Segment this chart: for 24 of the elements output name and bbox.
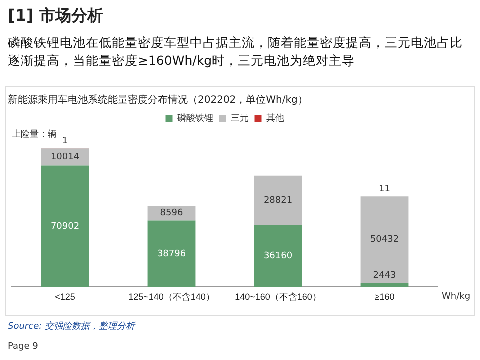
source-note: Source: 交强险数据，整理分析	[8, 320, 136, 333]
legend-label: 其他	[266, 112, 284, 123]
data-label: 28821	[264, 196, 293, 206]
chart-subtitle: 磷酸铁锂电池在低能量密度车型中占据主流，随着能量密度提高，三元电池占比逐渐提高，当能量密度≥160Wh/kg时，三元电池为绝对主导	[8, 34, 464, 70]
x-tick-label: 125~140（不含140）	[128, 292, 215, 302]
data-label: 70902	[50, 222, 80, 232]
data-label: 8596	[160, 208, 184, 219]
data-label: 1	[62, 136, 68, 146]
chart-title: 新能源乘用车电池系统能量密度分布情况（202202，单位Wh/kg）	[8, 94, 308, 107]
data-label: 10014	[50, 152, 80, 162]
y-axis-title: 上险量：辆	[12, 128, 57, 140]
legend-label: 三元	[230, 112, 249, 123]
data-label: 36160	[264, 252, 293, 262]
x-tick-label: <125	[55, 292, 76, 302]
text: [1] 市场分析	[8, 6, 104, 27]
legend-label: 磷酸铁锂	[176, 112, 214, 123]
text: Page 9	[8, 342, 38, 352]
x-tick-label: ≥160	[374, 292, 395, 302]
data-label: 2443	[373, 270, 396, 281]
data-label: 11	[379, 184, 390, 194]
x-tick-label: 140~160（不含160）	[235, 292, 322, 302]
x-axis-title: Wh/kg	[442, 292, 471, 302]
data-label: 38796	[157, 249, 186, 260]
data-label: 50432	[370, 235, 400, 246]
